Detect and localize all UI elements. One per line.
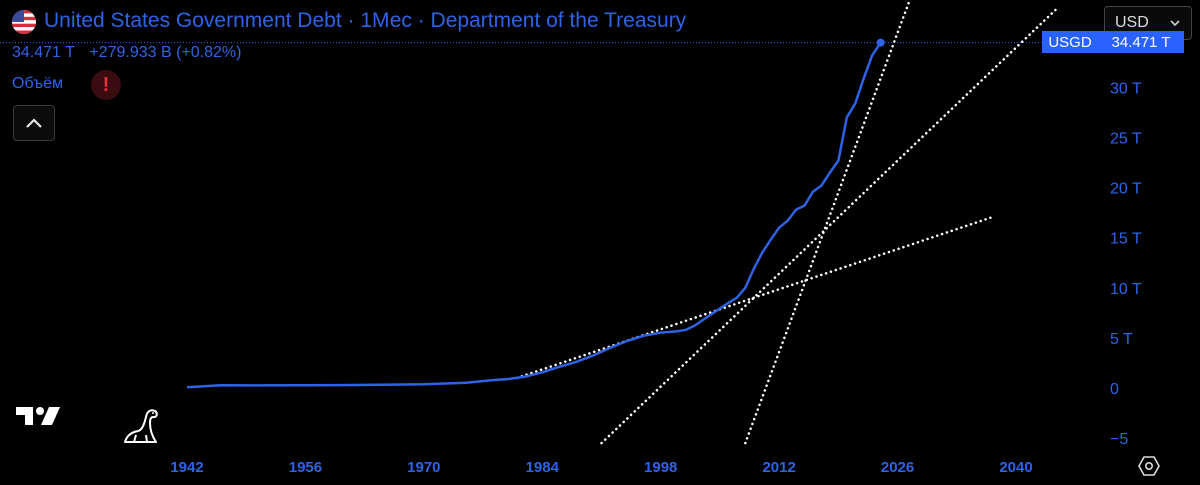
y-tick-label: 30 T [1110, 80, 1142, 97]
currency-value: USD [1115, 14, 1149, 31]
series-line [186, 41, 882, 389]
symbol-badge: USGD [1042, 31, 1098, 53]
volume-label[interactable]: Объём [12, 75, 63, 92]
chevron-up-icon [26, 118, 42, 128]
trendline-3[interactable] [744, 0, 914, 445]
chart-title[interactable]: United States Government Debt · 1Мес · D… [44, 9, 687, 32]
last-value: 34.471 T [12, 44, 75, 61]
last-value-marker [876, 38, 885, 47]
y-tick-label: 20 T [1110, 181, 1142, 198]
us-flag-icon [12, 10, 36, 34]
x-axis: 1942 1956 1970 1984 1998 2012 2026 2040 [170, 459, 1032, 476]
trendline-2[interactable] [600, 5, 1060, 445]
y-tick-label: 15 T [1110, 231, 1142, 248]
x-tick-label: 2040 [999, 459, 1032, 476]
x-tick-label: 1984 [526, 459, 560, 476]
y-tick-label: −5 [1110, 431, 1128, 448]
x-tick-label: 1956 [289, 459, 322, 476]
price-badge: 34.471 T [1098, 31, 1184, 53]
dinosaur-icon[interactable] [122, 405, 162, 445]
y-tick-label: 10 T [1110, 281, 1142, 298]
change-value: +279.933 B (+0.82%) [89, 44, 242, 61]
y-tick-label: 0 [1110, 381, 1119, 398]
collapse-button[interactable] [13, 105, 55, 141]
x-tick-label: 1998 [644, 459, 677, 476]
y-axis: −5 0 5 T 10 T 15 T 20 T 25 T 30 T [1110, 80, 1142, 448]
x-tick-label: 1942 [170, 459, 203, 476]
y-tick-label: 25 T [1110, 131, 1142, 148]
price-summary: 34.471 T +279.933 B (+0.82%) [12, 44, 251, 62]
x-tick-label: 2012 [762, 459, 795, 476]
y-tick-label: 5 T [1110, 331, 1133, 348]
tradingview-logo[interactable] [16, 404, 62, 428]
x-tick-label: 2026 [881, 459, 914, 476]
x-tick-label: 1970 [407, 459, 440, 476]
settings-icon[interactable] [1138, 455, 1160, 477]
chevron-down-icon [1170, 20, 1180, 27]
alert-icon[interactable]: ! [91, 70, 121, 100]
trendline-1[interactable] [515, 216, 992, 380]
trendlines [515, 0, 1060, 445]
